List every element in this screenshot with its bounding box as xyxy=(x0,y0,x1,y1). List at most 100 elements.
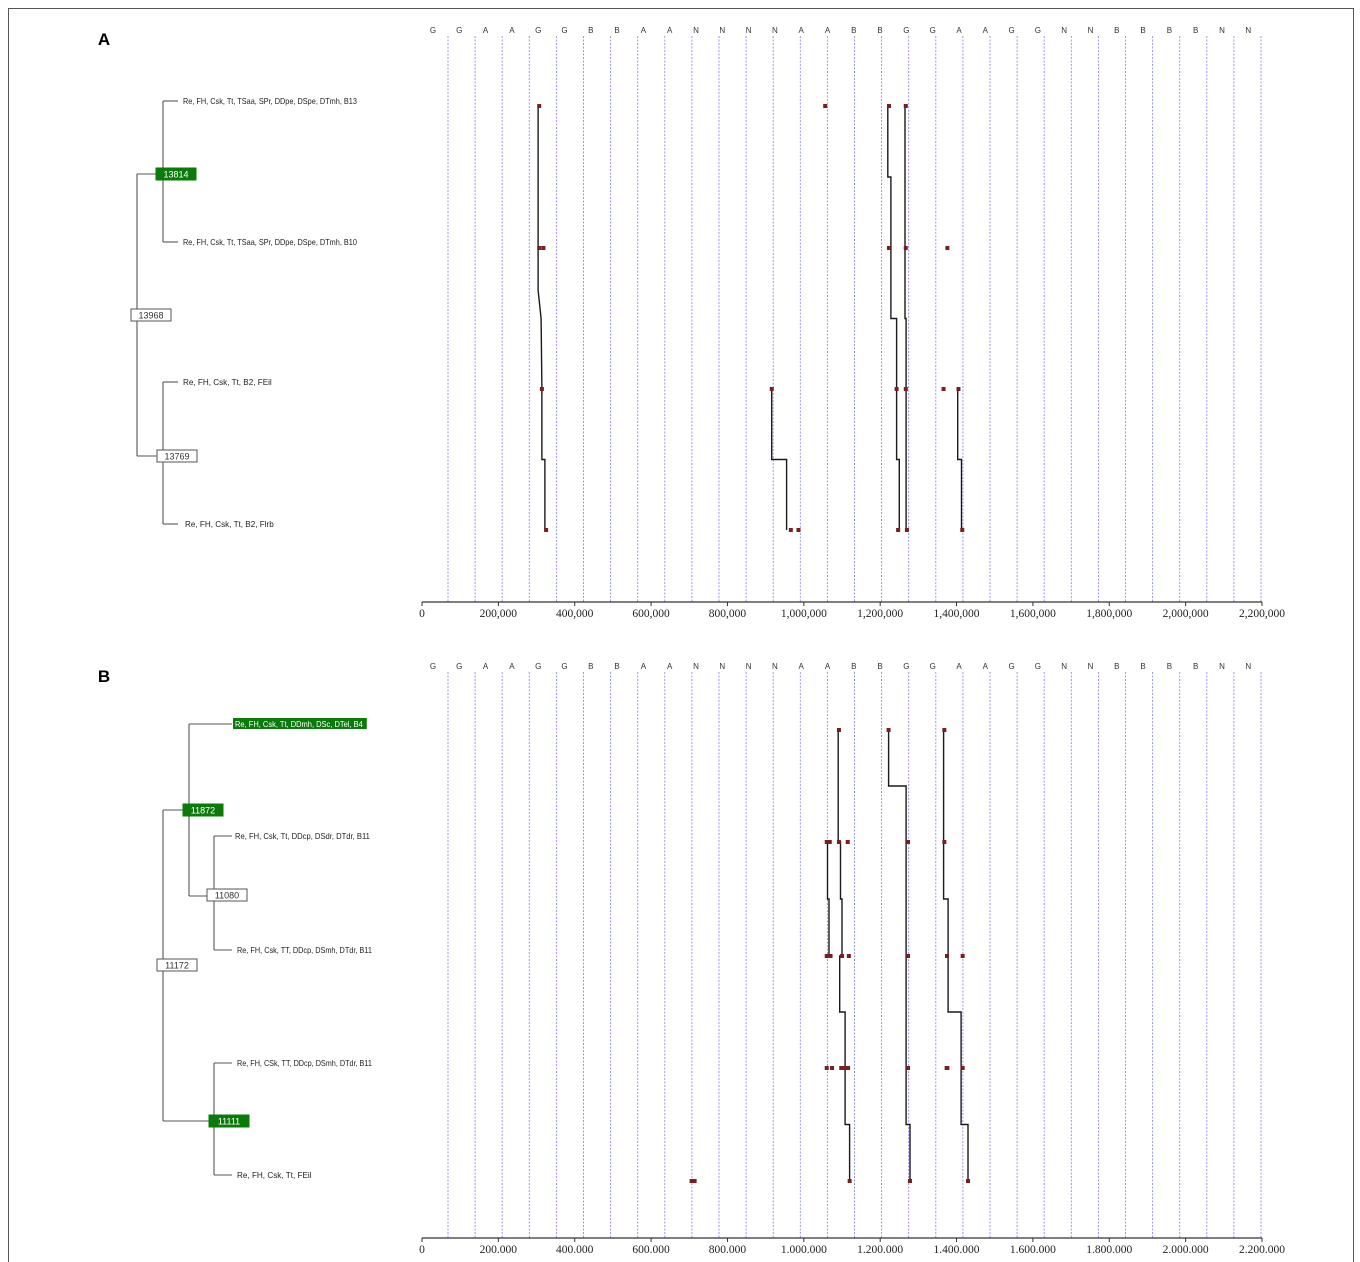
tree-node-box xyxy=(206,888,248,902)
data-point xyxy=(966,1179,970,1183)
data-point xyxy=(824,1066,829,1070)
column-letter: A xyxy=(509,662,515,671)
column-letter: N xyxy=(1061,26,1067,35)
column-letter: A xyxy=(799,26,805,35)
x-tick-label: 1,800,000 xyxy=(1086,608,1132,620)
data-point xyxy=(894,387,899,391)
column-letter: B xyxy=(1193,662,1198,671)
x-tick-label: 400,000 xyxy=(556,608,594,620)
tree-node-label: 13814 xyxy=(163,170,188,180)
tree-node-box xyxy=(156,449,198,463)
leaf-label: Re, FH, CSk, TT, DDcp, DSmh, DTdr, B11 xyxy=(237,1059,372,1068)
x-tick-label: 200.000 xyxy=(480,1244,518,1254)
column-letter: G xyxy=(1035,26,1041,35)
x-tick-label: 2,200,000 xyxy=(1239,608,1285,620)
column-letter: B xyxy=(851,662,856,671)
leaf-label: Re, FH, Csk, Tt, TSaa, SPr, DDpe, DSpe, … xyxy=(183,97,357,106)
data-point xyxy=(840,954,844,958)
column-letter: N xyxy=(719,26,725,35)
column-letter: A xyxy=(667,26,673,35)
data-point xyxy=(906,840,911,844)
data-point xyxy=(907,1179,912,1183)
tree-node-box xyxy=(155,167,197,181)
column-letter: B xyxy=(1140,662,1145,671)
panel-label: B xyxy=(98,667,110,686)
track-line xyxy=(771,389,788,530)
data-point xyxy=(769,387,774,391)
leaf-label: Re, FH, Csk, Tt, B2, FEil xyxy=(183,378,272,387)
x-tick-label: 2,000,000 xyxy=(1163,608,1209,620)
column-letter: A xyxy=(983,26,989,35)
data-point xyxy=(886,104,891,108)
x-tick-label: 1.200.000 xyxy=(857,1244,903,1254)
data-point xyxy=(941,387,946,391)
column-letter: B xyxy=(1114,662,1119,671)
x-tick-label: 2.200.000 xyxy=(1239,1244,1285,1254)
data-point xyxy=(945,954,949,958)
tree-node-label: 11080 xyxy=(215,891,239,901)
x-tick-label: 800,000 xyxy=(709,608,747,620)
grid-lines xyxy=(447,36,1262,602)
column-letter: B xyxy=(614,26,619,35)
column-letter: G xyxy=(456,26,462,35)
column-letter: A xyxy=(825,662,831,671)
column-letter: G xyxy=(456,662,462,671)
column-letter: N xyxy=(746,26,752,35)
column-letter: B xyxy=(877,26,882,35)
data-point xyxy=(689,1179,694,1183)
data-point xyxy=(956,387,961,391)
x-tick-label: 200,000 xyxy=(480,608,518,620)
column-letter: N xyxy=(693,662,699,671)
column-letter: A xyxy=(509,26,515,35)
leaf-label: Re, FH, Csk, Tt, FEil xyxy=(237,1171,312,1180)
column-letter: A xyxy=(667,662,673,671)
leaf-label: Re, FH, Csk, Tt, TSaa, SPr, DDpe, DSpe, … xyxy=(183,238,357,247)
column-letter: B xyxy=(851,26,856,35)
column-letter: G xyxy=(1035,662,1041,671)
figure-frame xyxy=(8,8,1354,1262)
column-letter: G xyxy=(1008,26,1014,35)
column-letter: A xyxy=(956,26,962,35)
leaf-label: Re, FH, Csk, Tt, DDmh, DSc, DTel, B4 xyxy=(235,720,363,729)
panel-a: A G G A A G G B B A A N N N N A A B B G G A A G G N N B B B B N N 0 200,00… xyxy=(98,26,1285,620)
x-tick-label: 600,000 xyxy=(632,608,670,620)
column-letter: N xyxy=(772,26,778,35)
column-letter: N xyxy=(1245,26,1251,35)
column-letter: B xyxy=(588,662,593,671)
column-letter: N xyxy=(1219,26,1225,35)
x-tick-label: 1,200,000 xyxy=(857,608,903,620)
data-points xyxy=(537,104,965,532)
data-point xyxy=(960,1066,965,1070)
tree-node-label: 13769 xyxy=(164,452,189,462)
column-letter: N xyxy=(693,26,699,35)
data-point xyxy=(544,528,549,532)
data-point xyxy=(836,728,841,732)
track-line xyxy=(537,106,546,530)
column-letter: B xyxy=(1167,26,1172,35)
x-axis: 0 200.000 400.000 600.000 800.000 1.000.000 1.… xyxy=(419,1237,1285,1254)
tree-node-label: 11872 xyxy=(191,806,215,816)
data-point xyxy=(886,246,891,250)
x-tick-label: 600.000 xyxy=(632,1244,670,1254)
column-letter: G xyxy=(535,662,541,671)
data-point xyxy=(845,840,850,844)
data-point xyxy=(960,954,965,958)
data-point xyxy=(836,840,841,844)
column-letter: N xyxy=(1061,662,1067,671)
track-line xyxy=(957,389,963,530)
data-point xyxy=(796,528,801,532)
data-point xyxy=(945,1066,950,1070)
x-tick-label: 1.000.000 xyxy=(781,1244,827,1254)
column-letter: A xyxy=(641,26,647,35)
x-tick-label: 1.400.000 xyxy=(934,1244,980,1254)
data-point xyxy=(537,246,542,250)
data-point xyxy=(541,246,546,250)
column-letter: G xyxy=(561,662,567,671)
column-letter: B xyxy=(614,662,619,671)
column-letter: A xyxy=(799,662,805,671)
panel-b: B G G A A G G B B A A N N N N A A B B G G A A G G N N B B B B N N 0 200.00… xyxy=(98,662,1285,1254)
column-letter: N xyxy=(1219,662,1225,671)
column-letter: G xyxy=(903,662,909,671)
